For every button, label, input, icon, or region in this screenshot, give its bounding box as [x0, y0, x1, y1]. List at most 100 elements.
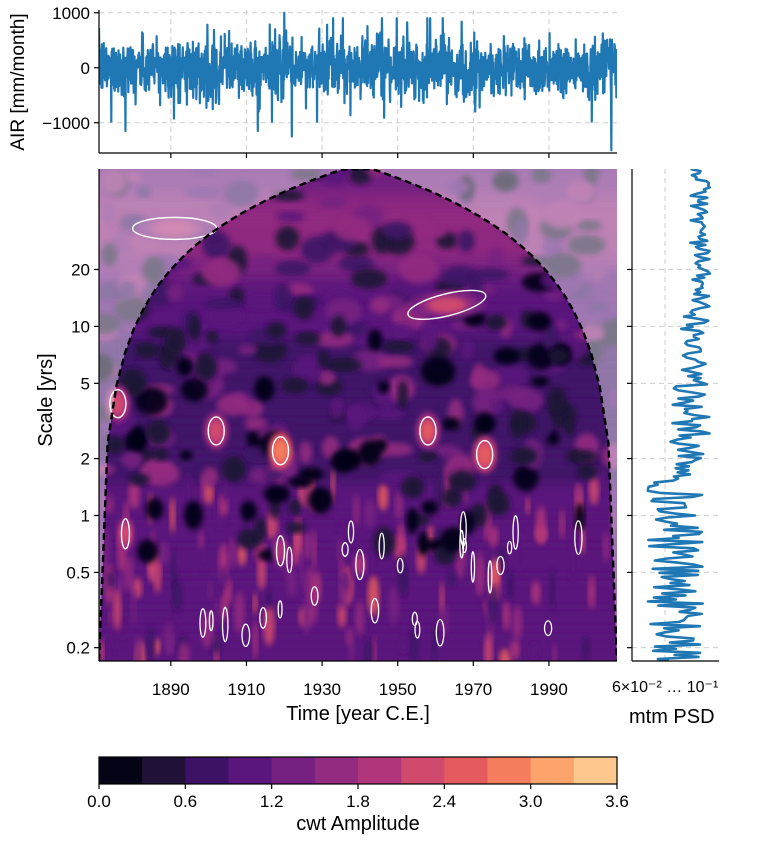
wavelet-texture-blob [514, 216, 528, 245]
wavelet-texture-blob [153, 638, 161, 656]
wavelet-texture-blob [99, 354, 115, 382]
significance-contour [208, 610, 214, 632]
wavelet-low-region [263, 484, 290, 504]
wavelet-texture-blob [559, 508, 565, 540]
wavelet-texture-blob [446, 569, 457, 588]
wavelet-texture-blob [250, 255, 278, 267]
wavelet-hotspot [420, 420, 435, 442]
wavelet-texture-blob [337, 603, 347, 628]
wavelet-y-tick-label: 5 [81, 374, 90, 393]
wavelet-texture-blob [470, 368, 501, 393]
significance-contour [470, 550, 476, 583]
wavelet-low-region [485, 314, 507, 331]
wavelet-low-region [574, 502, 585, 532]
wavelet-texture-blob [542, 324, 559, 351]
wavelet-texture-blob [115, 574, 126, 594]
wavelet-low-region [308, 486, 333, 514]
wavelet-texture-blob [491, 635, 497, 658]
wavelet-low-region [377, 380, 390, 394]
wavelet-texture-blob [275, 226, 300, 251]
wavelet-y-tick-label: 10 [71, 317, 90, 336]
wavelet-texture-blob [581, 636, 590, 660]
wavelet-texture-blob [274, 283, 292, 306]
wavelet-texture-blob [303, 530, 313, 561]
wavelet-texture-blob [185, 186, 224, 199]
wavelet-texture-blob [118, 280, 136, 300]
wavelet-texture-blob [265, 470, 283, 481]
colorbar-swatch [444, 757, 488, 784]
wavelet-texture-blob [197, 530, 204, 550]
wavelet-texture-blob [248, 467, 271, 484]
wavelet-y-tick-label: 0.2 [66, 639, 90, 658]
cone-of-influence-line [99, 169, 617, 661]
wavelet-low-region [145, 498, 164, 520]
wavelet-low-region [493, 347, 521, 365]
wavelet-texture-blob [243, 296, 283, 311]
wavelet-texture-blob [216, 393, 249, 416]
significance-contour [286, 546, 293, 574]
wavelet-texture-blob [234, 591, 245, 634]
wavelet-hotspot [275, 541, 286, 561]
wavelet-texture-blob [119, 621, 126, 641]
wavelet-texture-blob [339, 320, 369, 337]
wavelet-texture-blob [335, 481, 341, 523]
wavelet-texture-blob [107, 570, 116, 589]
wavelet-texture-blob [355, 600, 365, 637]
wavelet-texture-blob [132, 342, 161, 359]
wavelet-texture-blob [178, 642, 190, 661]
wavelet-hotspot [110, 393, 125, 414]
significance-contour [459, 511, 467, 547]
wavelet-low-region [195, 352, 217, 382]
wavelet-texture-blob [545, 252, 582, 278]
wavelet-texture-blob [491, 401, 505, 412]
wavelet-x-label: Time [year C.E.] [286, 703, 430, 725]
wavelet-texture-blob [588, 301, 607, 313]
wavelet-texture-blob [219, 566, 228, 587]
wavelet-texture-blob [513, 464, 539, 492]
significance-contour [310, 586, 319, 606]
wavelet-low-region [289, 498, 301, 516]
significance-contour [411, 611, 418, 627]
wavelet-low-region [510, 446, 538, 466]
timeseries-line [99, 11, 617, 152]
wavelet-low-region [397, 380, 408, 410]
colorbar: 0.0 0.6 1.2 1.8 2.4 3.0 3.6 cwt Amplitude [87, 756, 629, 835]
wavelet-texture-blob [280, 377, 310, 394]
wavelet-texture-blob [134, 634, 142, 661]
wavelet-low-region [188, 314, 201, 342]
wavelet-texture-blob [298, 483, 306, 508]
wavelet-low-region [254, 376, 275, 402]
significance-contour [378, 532, 385, 560]
psd-panel: 6×10⁻² … 10⁻¹ mtm PSD [612, 169, 719, 728]
wavelet-texture-blob [293, 296, 315, 320]
wavelet-texture-blob [536, 409, 552, 439]
wavelet-low-region [442, 417, 461, 431]
psd-x-tick-labels: 6×10⁻² … 10⁻¹ [612, 679, 718, 696]
wavelet-texture-blob [124, 556, 134, 592]
wavelet-texture-blob [286, 567, 298, 598]
wavelet-texture-blob [101, 202, 116, 225]
wavelet-texture-blob [399, 636, 409, 653]
significance-contour [207, 416, 225, 446]
significance-contour [271, 436, 290, 466]
wavelet-texture-blob [510, 639, 520, 660]
wavelet-texture-blob [367, 575, 379, 617]
significance-contours [109, 216, 583, 648]
wavelet-texture-blob [398, 254, 438, 284]
wavelet-texture-blob [294, 331, 321, 345]
significance-contour [199, 608, 207, 638]
wavelet-texture-blob [371, 635, 377, 661]
wavelet-texture-blob [130, 586, 137, 627]
wavelet-low-region [548, 348, 569, 364]
wavelet-texture-blob [543, 201, 581, 230]
timeseries-y-tick-label: −1000 [42, 114, 90, 133]
wavelet-low-region [531, 376, 550, 387]
wavelet-texture-blob [352, 349, 390, 372]
wavelet-texture-blob [229, 536, 236, 569]
wavelet-texture-blob [609, 507, 617, 532]
wavelet-texture-blob [567, 234, 606, 255]
wavelet-x-tick-label: 1890 [152, 680, 190, 699]
wavelet-low-region [401, 476, 425, 499]
psd-x-label: mtm PSD [629, 706, 715, 728]
significance-contour [435, 618, 445, 647]
